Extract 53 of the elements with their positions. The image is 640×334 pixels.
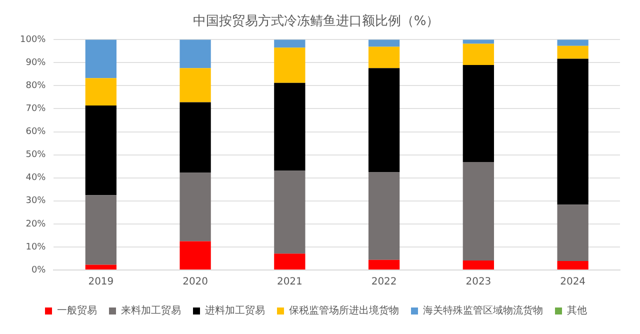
legend-label: 一般贸易 [57, 304, 97, 317]
y-tick-label: 0% [31, 265, 46, 276]
y-tick-label: 40% [26, 173, 46, 184]
bar [462, 162, 494, 261]
bar [557, 261, 588, 270]
bar [557, 204, 588, 262]
y-tick-label: 50% [26, 150, 46, 160]
bar [368, 260, 400, 270]
legend-label: 进料加工贸易 [205, 304, 265, 317]
bar [274, 170, 306, 254]
y-tick-label: 20% [26, 219, 46, 230]
bar [557, 46, 588, 59]
bar [85, 40, 116, 78]
x-tick-label: 2019 [88, 276, 114, 288]
bar [85, 195, 116, 265]
bar [180, 241, 211, 270]
bar [462, 260, 494, 270]
legend-label: 其他 [567, 304, 587, 317]
bar [180, 40, 211, 68]
bar [180, 68, 211, 102]
bar [462, 64, 494, 162]
bar [462, 44, 494, 65]
y-tick-label: 100% [20, 34, 46, 45]
bar [85, 264, 116, 270]
y-tick-label: 80% [26, 81, 46, 92]
y-tick-label: 10% [26, 242, 46, 252]
y-tick-label: 70% [26, 104, 46, 114]
bar [557, 40, 588, 46]
y-tick-label: 60% [26, 127, 46, 138]
legend-label: 海关特殊监管区域物流货物 [423, 304, 543, 317]
y-tick-label: 90% [26, 58, 46, 68]
bar [85, 78, 116, 106]
bar [368, 46, 400, 68]
bar [180, 102, 211, 173]
bar [274, 82, 306, 171]
x-tick-label: 2023 [466, 276, 492, 288]
bar [180, 172, 211, 242]
x-tick-label: 2021 [276, 276, 302, 288]
bar [274, 48, 306, 83]
legend-label: 来料加工贸易 [121, 304, 181, 317]
legend-label: 保税监管场所进出境货物 [289, 304, 399, 317]
bar [368, 40, 400, 47]
bar [85, 105, 116, 196]
y-tick-label: 30% [26, 196, 46, 206]
bar [274, 254, 306, 270]
bar [557, 58, 588, 205]
x-tick-label: 2020 [182, 276, 208, 288]
x-tick-label: 2024 [560, 276, 586, 288]
chart-title: 中国按贸易方式冷冻鲭鱼进口额比例（%） [192, 13, 440, 30]
x-tick-label: 2022 [371, 276, 397, 288]
bar [368, 68, 400, 172]
bar [274, 40, 306, 48]
bar [368, 172, 400, 260]
